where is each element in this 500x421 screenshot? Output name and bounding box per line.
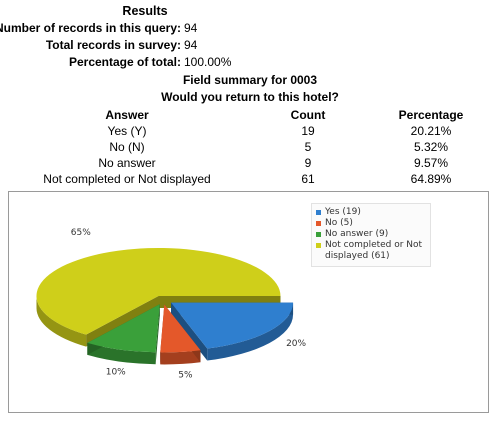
- legend-swatch-not-completed: [316, 243, 321, 248]
- count-column-header: Count: [290, 108, 326, 122]
- legend-label-no: No (5): [325, 218, 353, 228]
- total-records-row: Total records in survey: 94: [0, 38, 500, 54]
- legend-item-not-completed[interactable]: Not completed or Not displayed (61): [316, 240, 426, 262]
- legend-item-no-answer[interactable]: No answer (9): [316, 229, 426, 240]
- pie-slice-top-yes: [171, 302, 294, 349]
- table-row: Yes (Y) 19 20.21%: [0, 123, 500, 139]
- pie-slice-side-yes: [207, 302, 294, 361]
- percentage-of-total-label: Percentage of total:: [68, 55, 181, 69]
- survey-question: Would you return to this hotel?: [161, 90, 339, 104]
- legend-item-no[interactable]: No (5): [316, 218, 426, 229]
- pie-slice-yes[interactable]: [171, 302, 294, 361]
- total-records-label: Total records in survey:: [45, 38, 181, 52]
- pie-slice-no[interactable]: [160, 304, 201, 365]
- pie-slice-top-no-answer: [87, 304, 160, 353]
- pie-label-no-answer: 10%: [106, 367, 126, 377]
- pie-slice-no-answer[interactable]: [87, 304, 160, 365]
- legend-swatch-no: [316, 221, 321, 226]
- table-row: No answer 9 9.57%: [0, 155, 500, 171]
- legend-swatch-no-answer: [316, 232, 321, 237]
- answer-cell: Not completed or Not displayed: [43, 172, 211, 186]
- pie-slice-wall-no-answer-0: [155, 304, 160, 365]
- count-cell: 19: [301, 124, 315, 138]
- records-in-query-row: Number of records in this query: 94: [0, 21, 500, 37]
- results-title: Results: [122, 4, 168, 18]
- records-in-query-label: Number of records in this query:: [0, 21, 181, 35]
- table-header-row: Answer Count Percentage: [0, 107, 500, 123]
- total-records-value: 94: [184, 38, 198, 52]
- pie-slice-side-no-answer: [87, 342, 156, 365]
- table-row: No (N) 5 5.32%: [0, 139, 500, 155]
- pie-slice-side-no: [160, 350, 201, 365]
- legend-label-yes: Yes (19): [325, 207, 361, 217]
- percentage-of-total-row: Percentage of total: 100.00%: [0, 55, 500, 71]
- pie-label-yes: 20%: [286, 339, 306, 349]
- percentage-cell: 20.21%: [410, 124, 452, 138]
- percentage-cell: 64.89%: [410, 172, 452, 186]
- percentage-of-total-value: 100.00%: [184, 55, 232, 69]
- percentage-cell: 5.32%: [413, 140, 449, 154]
- percentage-column-header: Percentage: [398, 108, 464, 122]
- pie-slice-wall-yes-1: [171, 302, 208, 361]
- legend-label-not-completed: Not completed or Not displayed (61): [325, 240, 423, 261]
- answer-cell: No answer: [98, 156, 156, 170]
- count-cell: 5: [304, 140, 312, 154]
- chart-legend: Yes (19) No (5) No answer (9) Not comple…: [311, 203, 431, 267]
- answer-cell: Yes (Y): [107, 124, 147, 138]
- records-in-query-value: 94: [184, 21, 198, 35]
- legend-swatch-yes: [316, 210, 321, 215]
- pie-label-no: 5%: [178, 370, 193, 380]
- table-row: Not completed or Not displayed 61 64.89%: [0, 171, 500, 187]
- answer-column-header: Answer: [105, 108, 149, 122]
- legend-label-no-answer: No answer (9): [325, 229, 389, 239]
- pie-label-not-completed: 65%: [71, 228, 91, 238]
- pie-slice-side-not-completed: [36, 295, 87, 347]
- pie-slice-top-no: [160, 304, 201, 353]
- field-summary-title: Field summary for 0003: [182, 73, 318, 87]
- count-cell: 9: [304, 156, 312, 170]
- legend-item-yes[interactable]: Yes (19): [316, 207, 426, 218]
- pie-slice-top-not-completed: [36, 247, 281, 335]
- field-summary-table: Answer Count Percentage Yes (Y) 19 20.21…: [0, 107, 500, 187]
- count-cell: 61: [301, 172, 315, 186]
- percentage-cell: 9.57%: [413, 156, 449, 170]
- answer-cell: No (N): [109, 140, 145, 154]
